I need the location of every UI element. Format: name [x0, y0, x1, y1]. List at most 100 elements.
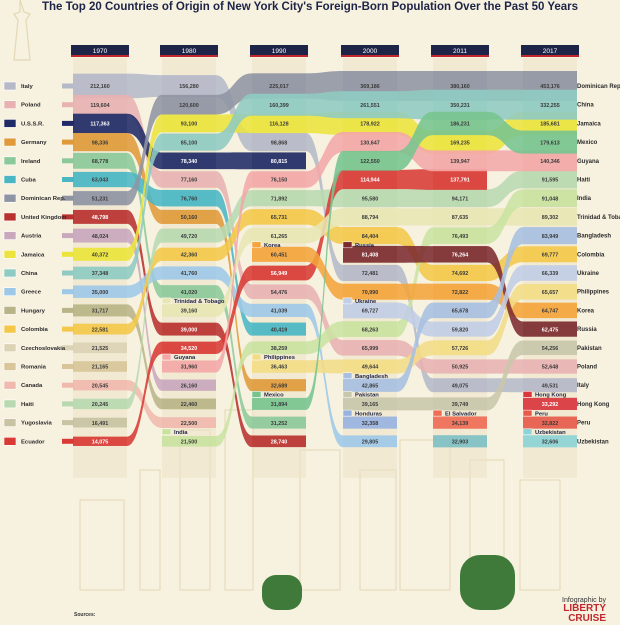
- value-label: 32,358: [362, 421, 379, 427]
- flag-icon: [432, 409, 443, 417]
- band-lead: [62, 382, 74, 388]
- value-label: 93,100: [181, 122, 198, 128]
- year-header-stripe: [341, 55, 399, 57]
- band-segment: [252, 435, 306, 448]
- value-label: 120,600: [179, 103, 199, 109]
- band-connector: [127, 209, 162, 336]
- value-label: 160,399: [269, 103, 289, 109]
- band-segment: [433, 150, 487, 172]
- chart-title: The Top 20 Countries of Origin of New Yo…: [41, 1, 579, 13]
- country-label-right: Ukraine: [577, 271, 600, 277]
- country-label-right: Russia: [577, 327, 597, 333]
- flag-icon: [342, 372, 353, 379]
- value-label: 65,678: [452, 309, 469, 315]
- year-header-stripe: [250, 55, 308, 57]
- value-label: 54,256: [542, 346, 559, 352]
- country-label-left: Yugoslavia: [21, 421, 52, 427]
- band-segment: [252, 322, 306, 336]
- year-header-box: [71, 45, 129, 55]
- value-label: 31,717: [92, 309, 109, 315]
- band-lead: [62, 139, 74, 145]
- band-segment: [433, 208, 487, 226]
- band-segment: [523, 227, 577, 245]
- infographic-by: Infographic by: [562, 597, 606, 604]
- band-segment: [252, 113, 306, 134]
- band-connector: [487, 150, 523, 172]
- band-segment: [162, 189, 216, 207]
- band-segment: [162, 285, 216, 299]
- band-segment: [252, 190, 306, 207]
- value-label: 31,960: [181, 365, 198, 371]
- flag-icon: [3, 436, 17, 446]
- value-label: 72,822: [452, 290, 469, 296]
- band-segment: [162, 360, 216, 373]
- value-label: 21,525: [92, 346, 109, 352]
- footer-brand: Infographic by LIBERTY CRUISE: [526, 597, 606, 624]
- band-segment: [343, 321, 397, 337]
- band-segment: [162, 94, 216, 115]
- value-label: 39,000: [181, 327, 198, 333]
- value-label: 80,815: [271, 159, 288, 165]
- value-label: 69,777: [542, 253, 559, 259]
- country-entry-label: Hong Kong: [535, 393, 567, 399]
- band-segment: [73, 228, 127, 243]
- value-label: 71,892: [271, 196, 288, 202]
- band-lead: [62, 326, 74, 332]
- year-label: 1980: [182, 48, 197, 55]
- value-label: 48,024: [92, 234, 109, 240]
- country-label-right: Philippines: [577, 290, 610, 296]
- value-label: 156,280: [179, 84, 199, 90]
- value-label: 98,868: [271, 140, 288, 146]
- value-label: 91,048: [542, 196, 559, 202]
- band-segment: [73, 436, 127, 446]
- band-segment: [252, 171, 306, 188]
- country-label-left: Greece: [21, 290, 42, 296]
- value-label: 57,726: [452, 346, 469, 352]
- flag-icon: [161, 428, 172, 436]
- flag-icon: [161, 353, 172, 361]
- band-connector: [306, 91, 343, 119]
- band-connector: [127, 94, 162, 206]
- value-label: 87,635: [452, 215, 469, 221]
- country-label-left: Canada: [21, 383, 43, 389]
- band-segment: [252, 93, 306, 116]
- band-connector: [306, 303, 343, 448]
- value-label: 49,531: [542, 383, 559, 389]
- band-segment: [252, 397, 306, 410]
- band-segment: [252, 303, 306, 317]
- country-entry-label: Russia: [355, 243, 375, 249]
- flag-icon: [3, 324, 17, 334]
- value-label: 98,336: [92, 140, 109, 146]
- value-label: 32,689: [271, 383, 288, 389]
- value-label: 36,463: [271, 365, 288, 371]
- band-segment: [252, 152, 306, 170]
- flag-icon: [3, 81, 17, 91]
- country-label-right: Hong Kong: [577, 402, 610, 408]
- band-connector: [127, 114, 162, 261]
- value-label: 42,865: [362, 383, 379, 389]
- country-label-right: Peru: [577, 421, 591, 427]
- country-label-left: Hungary: [21, 308, 46, 314]
- band-segment: [433, 189, 487, 208]
- band-segment: [343, 150, 397, 171]
- country-entry-label: Trinidad & Tobago: [174, 299, 225, 305]
- value-label: 31,894: [271, 402, 288, 408]
- year-header-box: [250, 45, 308, 55]
- band-lead: [62, 438, 74, 444]
- band-segment: [162, 322, 216, 336]
- band-segment: [162, 133, 216, 151]
- band-connector: [216, 265, 252, 354]
- country-label-right: Guyana: [577, 159, 600, 165]
- flag-icon: [3, 399, 17, 409]
- value-label: 88,794: [362, 215, 379, 221]
- value-label: 41,760: [181, 271, 198, 277]
- value-label: 26,160: [181, 383, 198, 389]
- band-connector: [127, 247, 162, 335]
- country-label-left: U.S.S.R.: [21, 121, 44, 127]
- value-label: 70,990: [362, 290, 379, 296]
- country-label-right: Trinidad & Tobago: [577, 215, 620, 221]
- band-segment: [252, 284, 306, 299]
- country-label-right: Mexico: [577, 140, 598, 146]
- band-segment: [252, 133, 306, 152]
- band-segment: [73, 94, 127, 115]
